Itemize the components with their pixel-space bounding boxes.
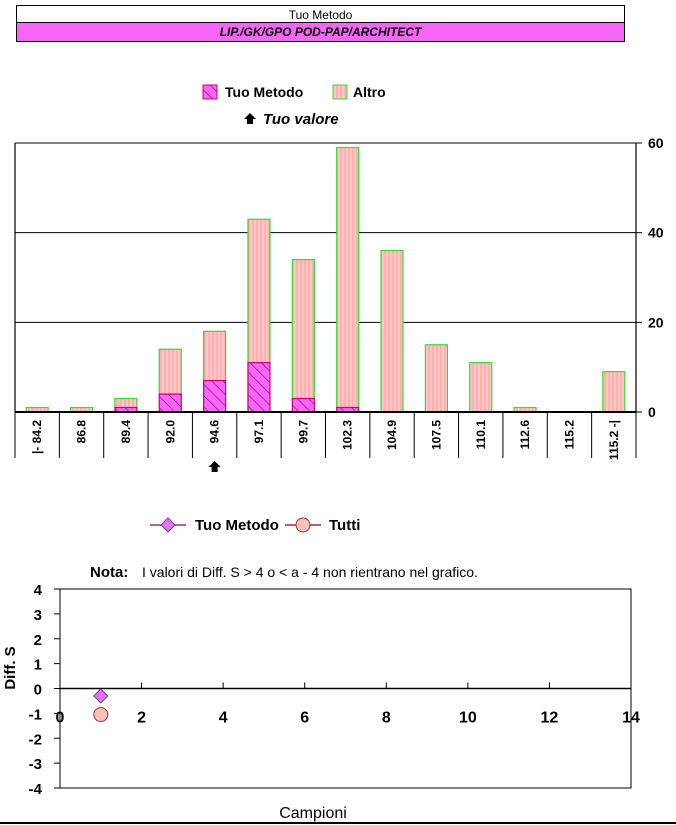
histogram-y-tick-label: 0	[648, 404, 656, 420]
your-value-arrow-icon	[208, 461, 221, 472]
histogram-category-label: |- 84.2	[30, 420, 44, 454]
histogram-category-label: 112.6	[518, 420, 532, 450]
scatter-x-tick-label: 10	[459, 710, 477, 727]
histogram-bar-altro	[203, 330, 227, 382]
scatter-y-tick-label: 1	[34, 657, 42, 674]
scatter-x-tick-label: 14	[622, 710, 640, 727]
scatter-x-tick-label: 12	[541, 710, 559, 727]
histogram-category-label: 110.1	[474, 420, 488, 450]
note-label: Nota:	[90, 564, 128, 581]
scatter-y-tick-label: 4	[34, 582, 43, 599]
histogram-category-label: 97.1	[252, 420, 266, 444]
histogram-category-label: 115.2	[562, 420, 576, 450]
scatter-x-tick-label: 2	[137, 710, 146, 727]
histogram-bar-altro	[469, 362, 493, 413]
scatter-y-tick-label: -3	[29, 756, 42, 773]
histogram-category-label: 104.9	[385, 420, 399, 450]
legend-value-label: Tuo valore	[263, 111, 339, 128]
scatter-y-tick-label: -1	[29, 706, 42, 723]
histogram-bar-altro	[602, 371, 626, 413]
legend-other-label: Altro	[353, 84, 386, 100]
scatter-x-tick-label: 4	[219, 710, 228, 727]
note-text: I valori di Diff. S > 4 o < a - 4 non ri…	[142, 564, 478, 580]
scatter-y-tick-label: -2	[29, 731, 42, 748]
scatter-legend-method-label: Tuo Metodo	[195, 517, 279, 534]
histogram-y-tick-label: 40	[648, 225, 664, 241]
bottom-rule	[0, 822, 676, 824]
histogram-bar-method	[291, 397, 315, 413]
scatter-y-tick-label: 2	[34, 632, 42, 649]
histogram-bar-method	[158, 393, 182, 413]
method-band: LIP./GK/GPO POD-PAP/ARCHITECT	[16, 23, 625, 42]
legend-other-swatch	[332, 84, 348, 100]
histogram-plot: 0 20 40 60 |- 84.2 86.8 89.4 92.0 94.6 97.1 99.7 10…	[14, 135, 664, 472]
scatter-point-all	[93, 707, 109, 723]
histogram-category-label: 89.4	[119, 420, 133, 444]
legend-method-label: Tuo Metodo	[225, 84, 303, 100]
scatter-y-tick-label: 0	[34, 682, 42, 699]
scatter-x-tick-label: 8	[382, 710, 391, 727]
histogram-category-label: 86.8	[75, 420, 89, 444]
legend-method-marker	[160, 517, 176, 533]
histogram-legend: Tuo Metodo Altro Tuo valore	[202, 84, 386, 128]
histogram-bar-altro	[247, 218, 271, 364]
histogram-category-label: 94.6	[208, 420, 222, 444]
histogram-y-tick-label: 60	[648, 135, 664, 151]
histogram-category-label: 99.7	[296, 420, 310, 444]
histogram-bar-altro	[158, 348, 182, 395]
scatter-y-tick-label: 3	[34, 607, 42, 624]
scatter-y-axis-label: Diff. S	[2, 646, 19, 689]
legend-method-swatch	[202, 84, 218, 100]
histogram-bar-method	[247, 362, 271, 413]
histogram-bar-altro	[291, 258, 315, 400]
report-title: Tuo Metodo	[16, 5, 625, 23]
histogram-bar-altro	[336, 146, 360, 409]
histogram-category-label: 92.0	[163, 420, 177, 444]
scatter-legend: Tuo Metodo Tutti	[150, 517, 360, 534]
histogram-y-tick-label: 20	[648, 314, 664, 330]
scatter-x-tick-label: 0	[56, 710, 65, 727]
histogram-category-label: 107.5	[429, 420, 443, 450]
scatter-y-tick-label: -4	[29, 781, 43, 798]
up-arrow-icon	[244, 113, 256, 124]
scatter-x-tick-label: 6	[300, 710, 309, 727]
histogram-category-label: 115.2 -|	[607, 420, 621, 460]
histogram-category-label: 102.3	[341, 420, 355, 450]
histogram-bar-altro	[380, 250, 404, 413]
histogram-bar-altro	[114, 397, 138, 409]
scatter-x-axis-label: Campioni	[279, 805, 347, 822]
histogram-bar-method	[203, 380, 227, 413]
histogram-bar-altro	[424, 344, 448, 413]
legend-all-marker	[295, 517, 311, 533]
scatter-point-method	[93, 688, 109, 704]
scatter-legend-all-label: Tutti	[329, 517, 360, 534]
